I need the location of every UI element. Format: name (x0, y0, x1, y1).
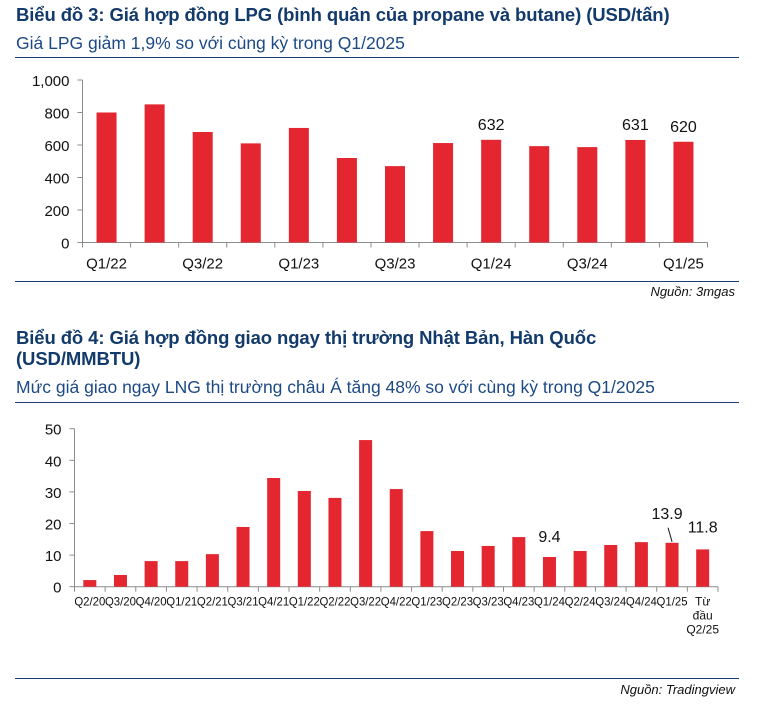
x-tick-label: Q2/24 (565, 595, 596, 609)
data-label: 9.4 (538, 529, 560, 546)
data-label: 11.8 (688, 519, 718, 536)
x-tick-label: Q4/22 (381, 595, 412, 609)
chart2-bottom-rule (15, 678, 739, 679)
bar (529, 146, 550, 243)
bar (542, 556, 556, 587)
bar (634, 542, 648, 587)
x-tick-label: Từ (695, 595, 710, 609)
chart1-bottom-rule (15, 281, 739, 282)
bar (288, 127, 309, 243)
bar (83, 580, 97, 587)
y-tick-label: 30 (45, 485, 62, 502)
bar (144, 561, 158, 587)
data-label: 631 (622, 117, 649, 134)
x-tick-label: Q4/21 (258, 595, 289, 609)
bar (665, 542, 679, 587)
bar (267, 477, 281, 587)
bar (420, 531, 434, 587)
x-tick-label: Q1/25 (657, 595, 688, 609)
y-tick-label: 50 (45, 422, 62, 439)
x-tick-label: đầu (693, 609, 713, 623)
y-tick-label: 400 (44, 171, 69, 188)
chart2-title-line1: Biểu đồ 4: Giá hợp đồng giao ngay thị tr… (16, 327, 597, 348)
bar (433, 143, 454, 243)
x-tick-label: Q1/22 (289, 595, 320, 609)
data-label-leader-line (667, 527, 673, 542)
x-tick-label: Q2/22 (319, 595, 350, 609)
bar (577, 147, 598, 243)
y-tick-label: 0 (53, 580, 61, 597)
x-tick-label: Q3/20 (105, 595, 136, 609)
data-label: 620 (670, 119, 697, 136)
chart2-source: Nguồn: Tradingview (620, 682, 735, 697)
x-tick-label: Q2/23 (442, 595, 473, 609)
x-tick-label: Q1/23 (278, 256, 319, 273)
x-tick-label: Q3/22 (350, 595, 381, 609)
bar (512, 537, 526, 587)
bar (175, 561, 189, 587)
chart1-subtitle: Giá LPG giảm 1,9% so với cùng kỳ trong Q… (16, 33, 405, 53)
data-label: 632 (478, 117, 505, 134)
bar (451, 550, 465, 587)
bar (297, 490, 311, 587)
bar (240, 143, 261, 243)
chart2-top-rule (15, 402, 739, 403)
chart1-source: Nguồn: 3mgas (650, 284, 735, 299)
x-tick-label: Q1/22 (86, 256, 127, 273)
bar (481, 545, 495, 587)
x-tick-label: Q4/24 (626, 595, 657, 609)
bar (205, 554, 219, 587)
x-tick-label: Q3/23 (375, 256, 416, 273)
x-tick-label: Q1/25 (663, 256, 704, 273)
x-tick-label: Q1/21 (166, 595, 197, 609)
bar (573, 550, 587, 587)
y-tick-label: 200 (44, 203, 69, 220)
chart2-subtitle: Mức giá giao ngay LNG thị trường châu Á … (16, 377, 655, 397)
bar (673, 141, 694, 243)
chart1-title: Biểu đồ 3: Giá hợp đồng LPG (bình quân c… (16, 4, 670, 25)
x-tick-label: Q4/20 (136, 595, 167, 609)
y-tick-label: 10 (45, 548, 62, 565)
x-tick-label: Q1/23 (411, 595, 442, 609)
bar (96, 112, 117, 243)
chart2-title-line2: (USD/MMBTU) (16, 348, 141, 369)
bar (696, 549, 710, 587)
bar (481, 139, 502, 243)
bar (604, 544, 618, 587)
x-tick-label: Q2/25 (686, 623, 719, 637)
bar (236, 526, 250, 587)
y-tick-label: 0 (61, 236, 69, 253)
bar (625, 139, 646, 243)
x-tick-label: Q3/23 (473, 595, 504, 609)
y-tick-label: 800 (44, 106, 69, 123)
y-tick-label: 1,000 (32, 73, 70, 90)
bar (385, 166, 405, 243)
bar (192, 132, 213, 243)
x-tick-label: Q1/24 (534, 595, 565, 609)
bar (144, 104, 165, 243)
bar (328, 497, 342, 587)
chart1-top-rule (15, 57, 739, 58)
bar (359, 440, 373, 587)
data-label: 13.9 (651, 506, 682, 523)
y-tick-label: 20 (45, 517, 62, 534)
bar (389, 489, 403, 587)
x-tick-label: Q2/20 (74, 595, 105, 609)
x-tick-label: Q3/24 (595, 595, 626, 609)
x-tick-label: Q3/22 (182, 256, 223, 273)
x-tick-label: Q2/21 (197, 595, 228, 609)
bar (336, 158, 357, 243)
y-tick-label: 40 (45, 453, 62, 470)
y-tick-label: 600 (44, 138, 69, 155)
x-tick-label: Q1/24 (471, 256, 512, 273)
x-tick-label: Q3/24 (567, 256, 608, 273)
x-tick-label: Q3/21 (228, 595, 259, 609)
bar (113, 575, 127, 587)
x-tick-label: Q4/23 (503, 595, 534, 609)
